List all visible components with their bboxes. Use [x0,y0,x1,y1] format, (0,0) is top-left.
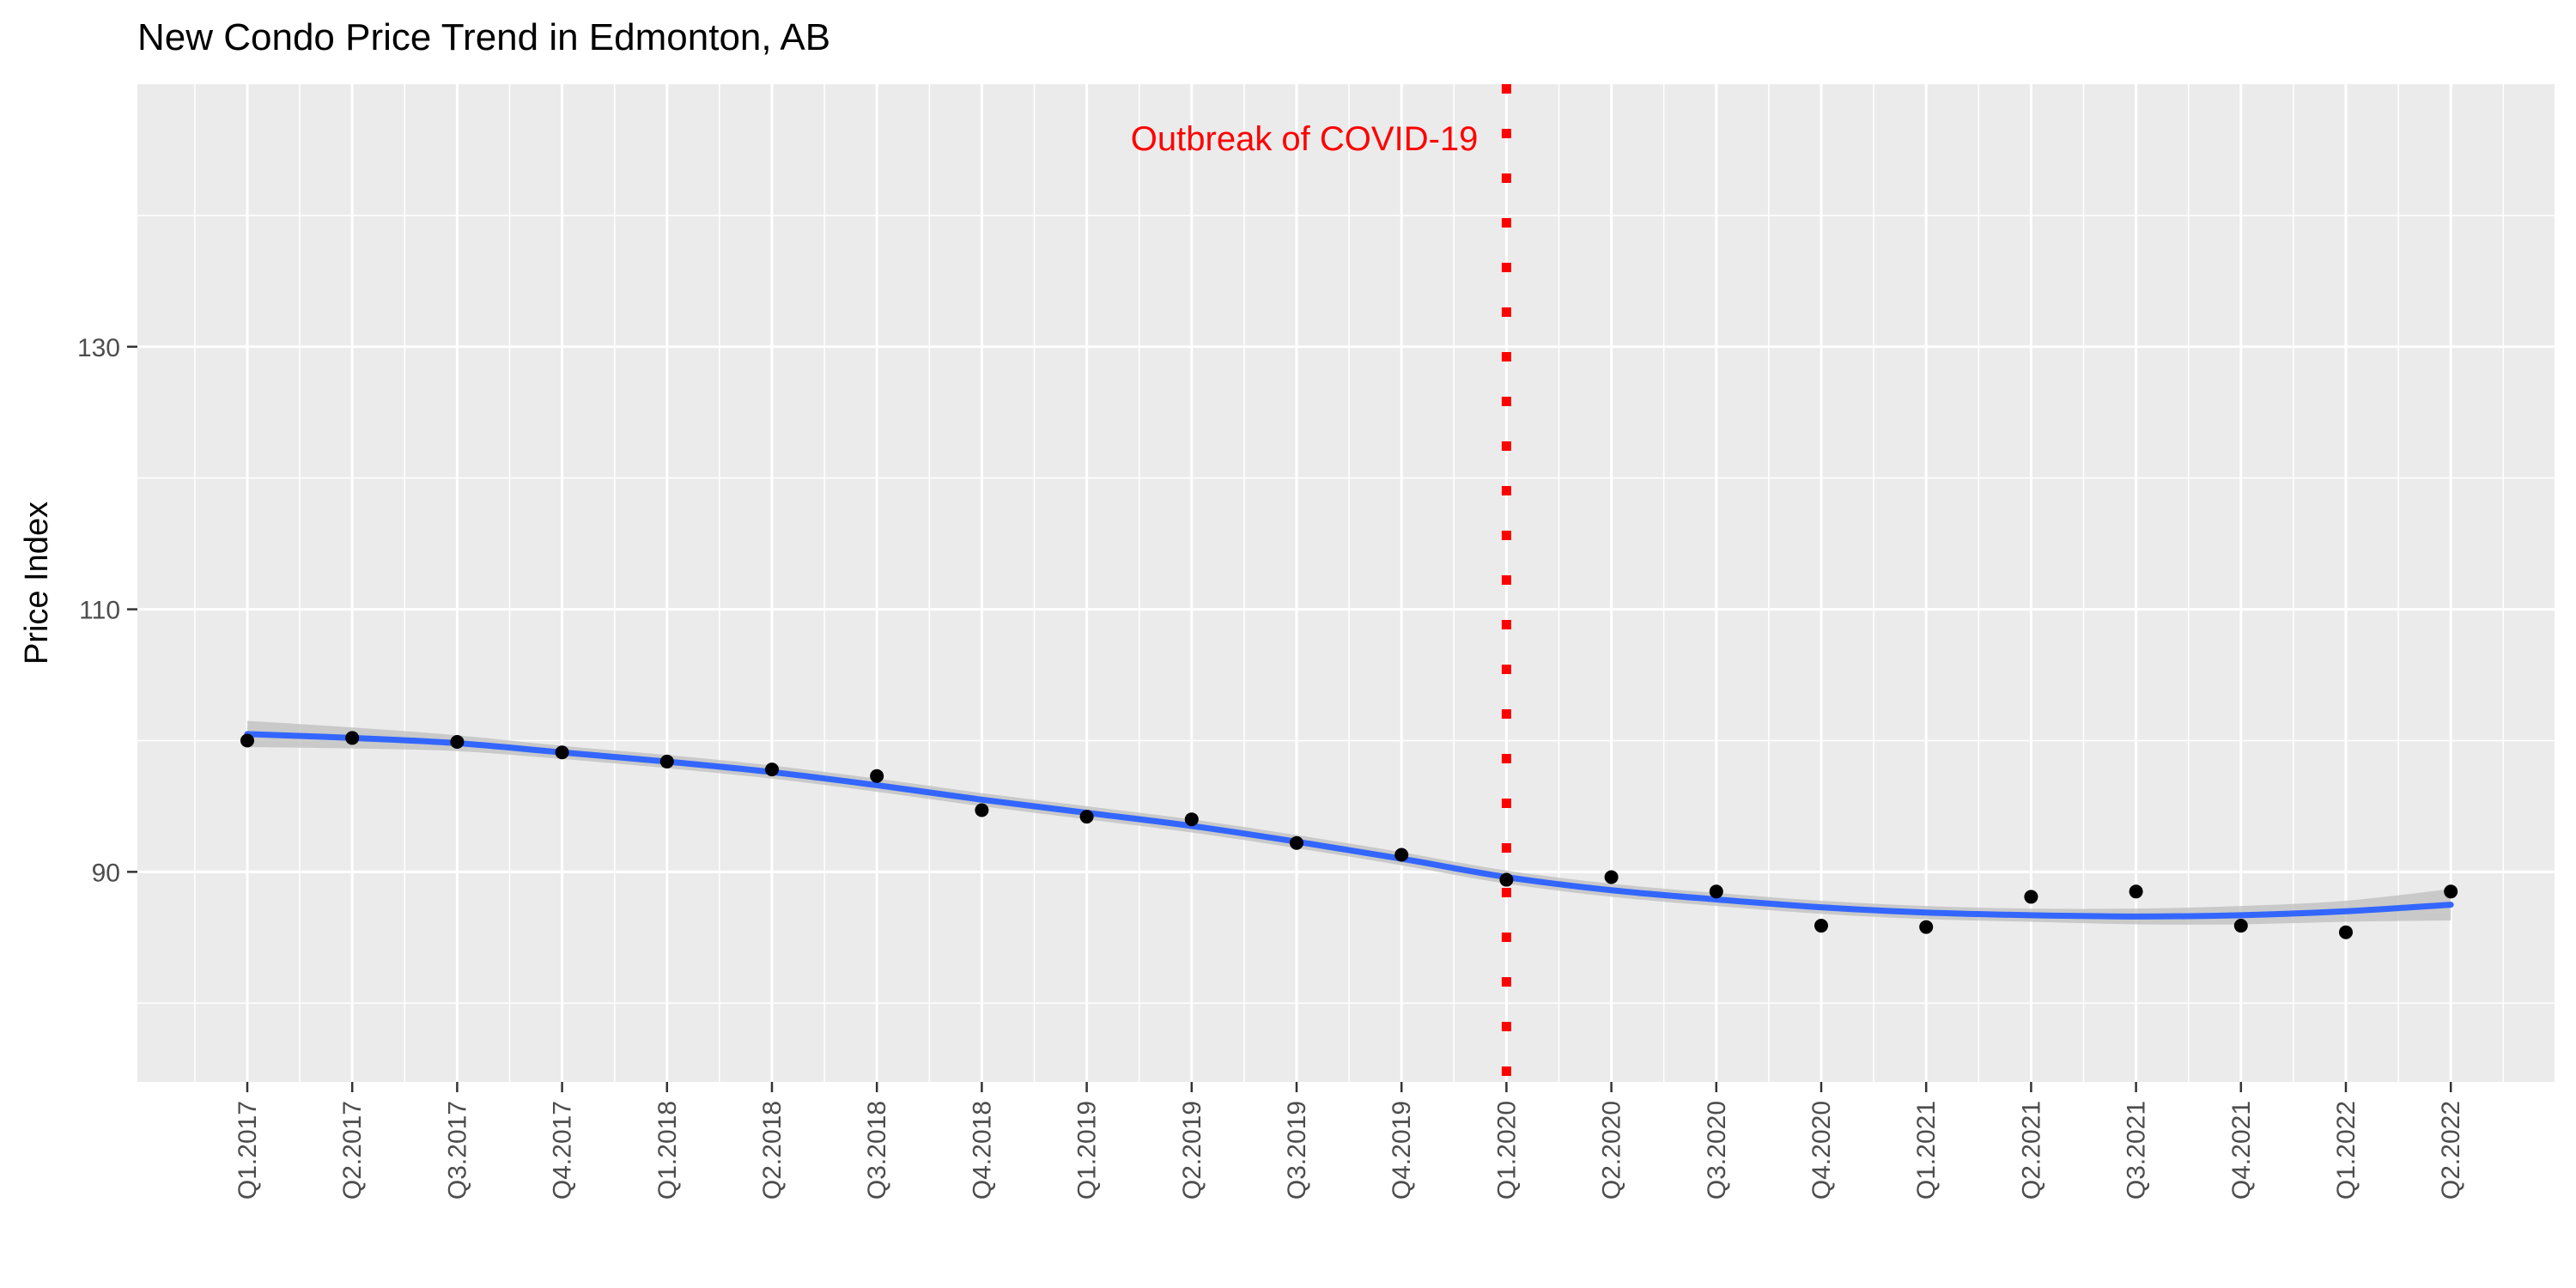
x-axis: Q1.2017 Q2.2017 Q3.2017 Q4.2017 Q1.2018 Q2.20… [234,1082,2465,1200]
x-tick-label: Q3.2020 [1703,1101,1731,1200]
x-tick-label: Q3.2017 [443,1101,471,1200]
data-point [870,769,884,783]
x-tick-label: Q1.2019 [1073,1101,1102,1200]
x-tick-label: Q1.2018 [653,1101,682,1200]
data-point [2129,884,2143,899]
data-point [1814,919,1828,933]
data-point [450,735,465,750]
data-point [1290,835,1303,850]
x-tick-label: Q3.2021 [2123,1101,2151,1200]
plot-panel [137,84,2555,1082]
x-tick-label: Q4.2020 [1807,1101,1836,1200]
data-point [975,803,989,817]
minor-grid [137,84,2555,1082]
data-point [345,731,360,745]
confidence-band [247,720,2451,925]
data-point [2233,919,2248,933]
smooth-trend-line [244,731,2454,920]
chart-title: New Condo Price Trend in Edmonton, AB [137,16,830,58]
data-point [240,733,254,748]
data-point [1394,848,1409,862]
data-point [1184,812,1199,827]
y-tick-label: 130 [77,334,120,362]
data-point [2444,884,2458,899]
x-tick-label: Q4.2018 [968,1101,996,1200]
data-point [1499,872,1514,887]
data-point [1604,870,1619,884]
data-points [240,731,2458,939]
data-point [1079,810,1094,824]
y-axis-title: Price Index [19,501,55,665]
x-tick-label: Q4.2021 [2227,1101,2256,1200]
x-tick-label: Q3.2018 [863,1101,891,1200]
x-tick-label: Q2.2018 [758,1101,787,1200]
data-point [1919,920,1934,934]
y-tick-label: 90 [92,859,120,887]
x-tick-label: Q4.2019 [1388,1101,1416,1200]
covid-annotation-label: Outbreak of COVID-19 [1131,120,1479,158]
x-tick-label: Q1.2021 [1912,1101,1941,1200]
x-tick-label: Q2.2020 [1598,1101,1626,1200]
x-tick-label: Q1.2020 [1492,1101,1521,1200]
data-point [659,754,674,769]
x-tick-label: Q2.2017 [338,1101,367,1200]
data-point [765,762,779,777]
data-point [1709,884,1723,899]
x-tick-label: Q1.2022 [2332,1101,2360,1200]
data-point [2024,890,2038,904]
x-tick-label: Q4.2017 [549,1101,577,1200]
data-point [555,745,569,760]
x-tick-label: Q2.2022 [2437,1101,2465,1200]
y-axis: 90 110 130 [77,334,137,887]
x-tick-label: Q2.2019 [1178,1101,1206,1200]
x-tick-label: Q2.2021 [2017,1101,2045,1200]
x-tick-label: Q3.2019 [1283,1101,1311,1200]
x-tick-label: Q1.2017 [234,1101,262,1200]
data-point [2339,925,2353,939]
y-tick-label: 110 [79,597,120,625]
